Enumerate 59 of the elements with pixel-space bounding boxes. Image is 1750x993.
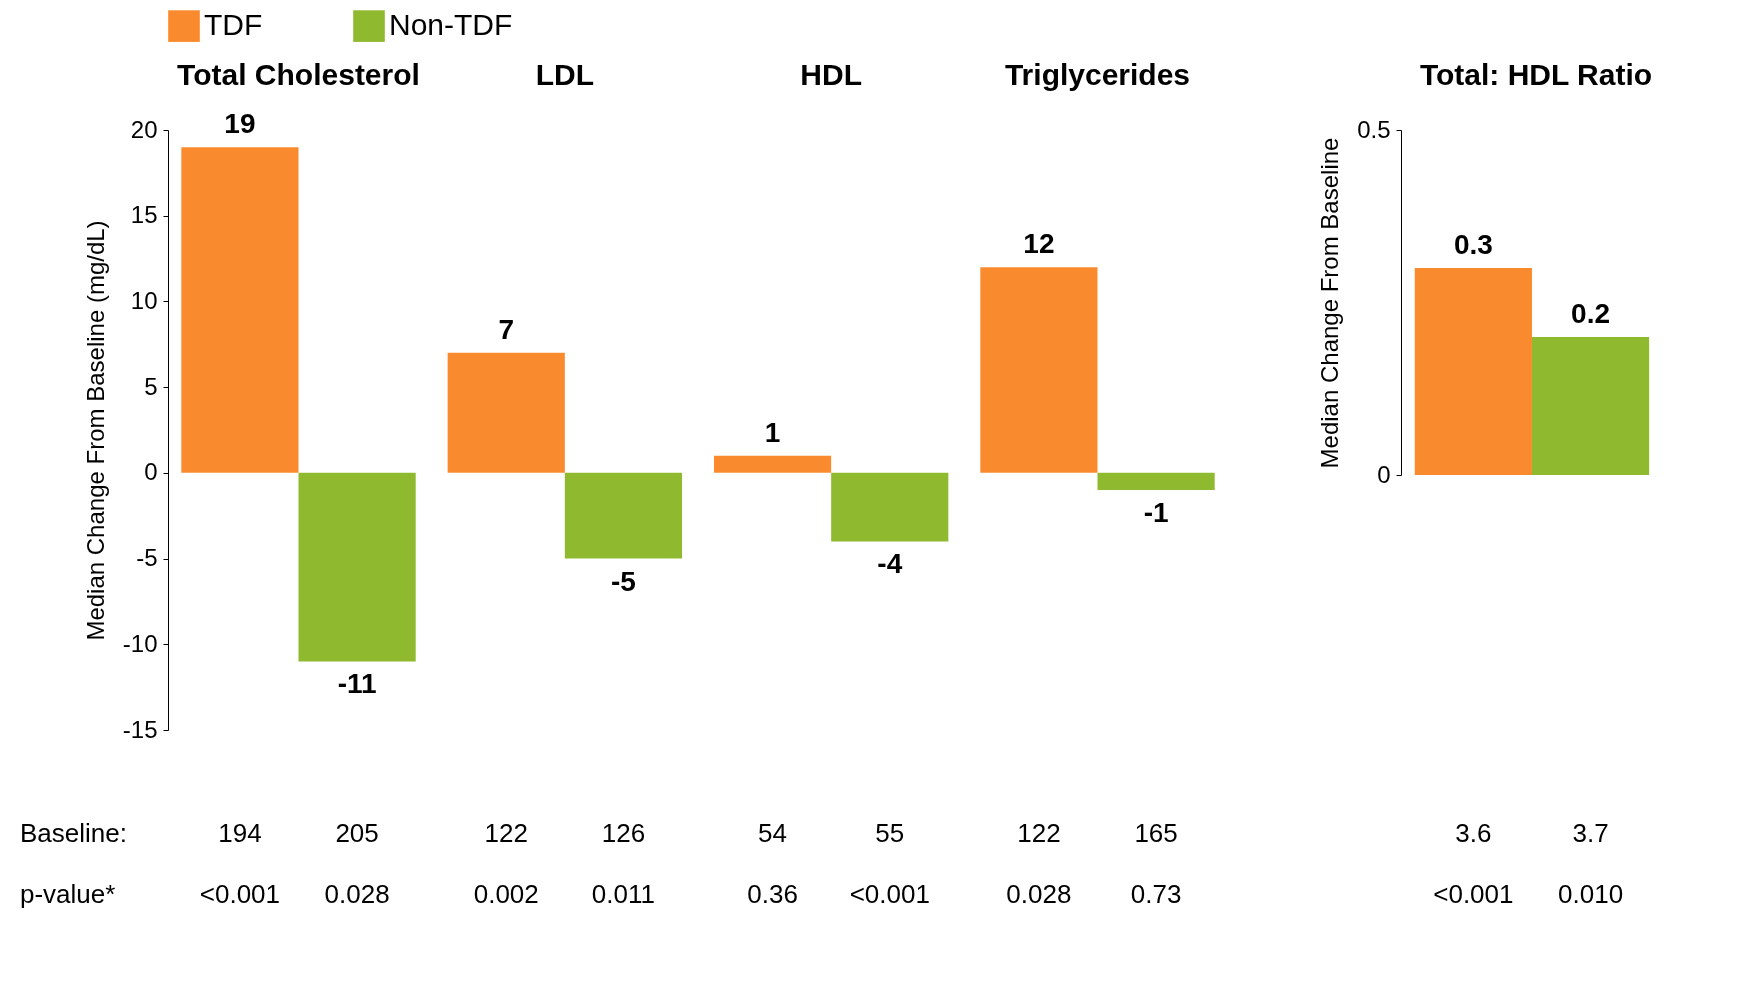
text: 165: [1134, 818, 1178, 848]
legend-label: Non-TDF: [389, 8, 513, 42]
y-tick-label: -10: [122, 629, 158, 657]
text: 122: [1017, 818, 1061, 848]
bar: [298, 472, 416, 662]
text: 55: [875, 818, 905, 848]
bar: [713, 455, 832, 473]
text: 3.7: [1572, 818, 1609, 848]
text: 205: [335, 818, 379, 848]
text: 54: [758, 818, 788, 848]
text: 0.028: [1006, 879, 1072, 909]
text: 0.028: [324, 879, 390, 909]
text: <0.001: [1433, 879, 1514, 909]
bar: [564, 472, 683, 559]
y-axis-title: Median Change From Baseline: [1316, 137, 1344, 469]
text: 0.36: [747, 879, 798, 909]
text: 126: [601, 818, 646, 848]
text: 0.002: [473, 879, 539, 909]
data-label: 0.2: [1571, 298, 1611, 329]
text: 0.010: [1558, 879, 1624, 909]
bar: [831, 472, 949, 542]
text: p-value*: [20, 879, 116, 909]
data-label: -11: [337, 668, 377, 700]
bar: [181, 147, 299, 473]
text: 194: [218, 818, 262, 848]
y-tick-label: 5: [144, 372, 158, 400]
y-tick-label: 0: [1377, 460, 1391, 488]
data-label: -1: [1143, 497, 1169, 528]
bar: [980, 267, 1098, 473]
data-label: 1: [764, 416, 781, 448]
data-label: 19: [224, 108, 256, 140]
text: 0.011: [591, 879, 655, 909]
text: <0.001: [199, 879, 281, 909]
y-axis-title: Median Change From Baseline (mg/dL): [81, 220, 109, 641]
x-tick-label: HDL: [800, 57, 862, 91]
x-tick-label: Total Cholesterol: [177, 57, 420, 91]
bar: [447, 352, 565, 473]
x-tick-label: LDL: [535, 57, 594, 91]
text: 3.6: [1455, 818, 1492, 848]
data-label: -4: [877, 548, 903, 580]
y-tick-label: -5: [136, 544, 158, 572]
legend-label: TDF: [204, 8, 263, 42]
bar: [1097, 472, 1215, 490]
data-label: 7: [498, 313, 515, 345]
data-label: 0.3: [1453, 229, 1493, 260]
data-label: -5: [610, 565, 636, 597]
text: 122: [484, 818, 528, 848]
y-tick-label: 0: [144, 458, 158, 486]
y-tick-label: 20: [130, 115, 158, 143]
y-tick-label: 15: [130, 201, 158, 229]
x-tick-label: Triglycerides: [1004, 57, 1191, 91]
text: 0.73: [1130, 879, 1182, 909]
y-tick-label: -15: [122, 715, 158, 743]
x-tick-label: Total: HDL Ratio: [1419, 57, 1653, 91]
data-label: 12: [1023, 228, 1055, 260]
y-tick-label: 10: [130, 286, 158, 314]
text: <0.001: [849, 879, 930, 909]
y-tick-label: 0.5: [1357, 115, 1391, 143]
text: Baseline:: [20, 818, 127, 848]
